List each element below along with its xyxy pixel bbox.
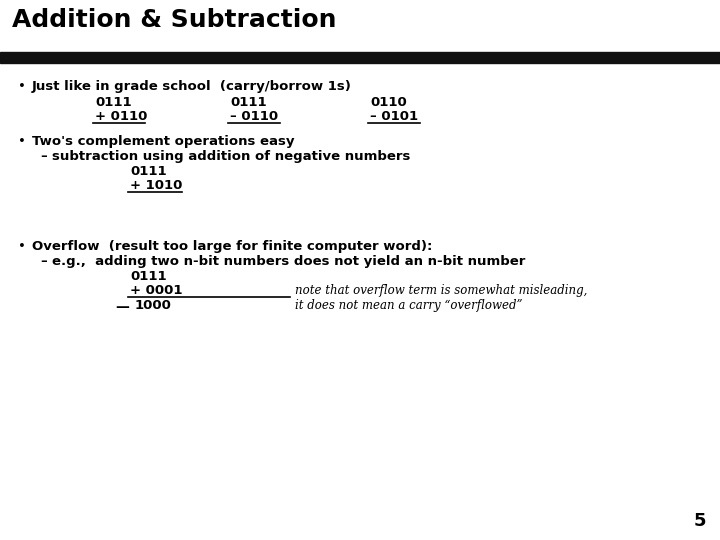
Text: Two's complement operations easy: Two's complement operations easy — [32, 135, 294, 148]
Text: –: – — [40, 255, 47, 268]
Text: 0111: 0111 — [130, 165, 166, 178]
Text: Just like in grade school  (carry/borrow 1s): Just like in grade school (carry/borrow … — [32, 80, 352, 93]
Text: 1000: 1000 — [135, 299, 172, 312]
Text: 0111: 0111 — [230, 96, 266, 109]
Text: 0111: 0111 — [95, 96, 132, 109]
Text: Overflow  (result too large for finite computer word):: Overflow (result too large for finite co… — [32, 240, 433, 253]
Text: 5: 5 — [693, 512, 706, 530]
Text: —: — — [115, 300, 129, 314]
Text: + 1010: + 1010 — [130, 179, 182, 192]
Text: it does not mean a carry “overflowed”: it does not mean a carry “overflowed” — [295, 299, 523, 312]
Text: – 0101: – 0101 — [370, 110, 418, 123]
Text: •: • — [18, 80, 26, 93]
Text: 0110: 0110 — [370, 96, 407, 109]
Text: •: • — [18, 135, 26, 148]
Text: subtraction using addition of negative numbers: subtraction using addition of negative n… — [52, 150, 410, 163]
Text: •: • — [18, 240, 26, 253]
Text: e.g.,  adding two n-bit numbers does not yield an n-bit number: e.g., adding two n-bit numbers does not … — [52, 255, 526, 268]
Bar — [0, 52, 720, 63]
Text: Addition & Subtraction: Addition & Subtraction — [12, 8, 336, 32]
Text: 0111: 0111 — [130, 270, 166, 283]
Text: note that overflow term is somewhat misleading,: note that overflow term is somewhat misl… — [295, 284, 588, 297]
Text: + 0110: + 0110 — [95, 110, 148, 123]
Text: –: – — [40, 150, 47, 163]
Text: – 0110: – 0110 — [230, 110, 278, 123]
Text: + 0001: + 0001 — [130, 284, 182, 297]
